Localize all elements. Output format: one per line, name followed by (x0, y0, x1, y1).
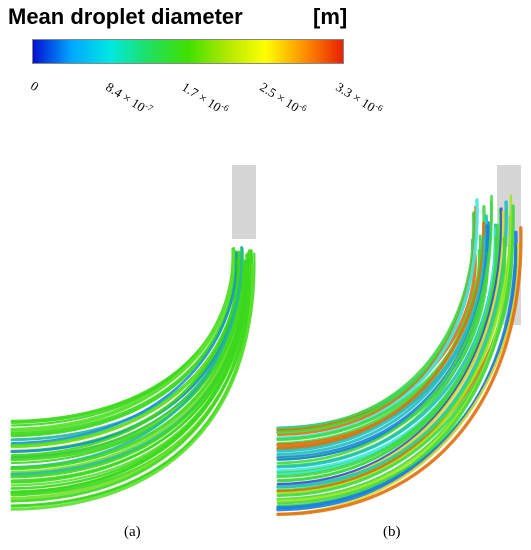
streamline (10, 249, 252, 495)
streamline (276, 242, 520, 516)
streamline (276, 226, 523, 517)
streamline (276, 207, 503, 486)
streamline (10, 248, 235, 433)
tick-label: 8.4 × 10-7 (103, 79, 155, 115)
streamline (276, 223, 499, 479)
legend-title: Mean droplet diameter (8, 4, 243, 29)
streamline (10, 262, 254, 511)
gray-wall-region (232, 165, 256, 239)
streamline (10, 249, 253, 503)
caption-a: (a) (124, 524, 141, 540)
streamline (10, 263, 246, 479)
streamline (10, 245, 243, 469)
streamline (276, 221, 486, 450)
streamline-panel-a (10, 165, 256, 511)
tick-label: 0 (28, 78, 42, 95)
tick-label: 1.7 × 10-6 (179, 79, 231, 115)
caption-b: (b) (383, 524, 401, 540)
tick-label: 2.5 × 10-6 (257, 79, 309, 115)
streamline (10, 250, 240, 457)
streamline (10, 251, 238, 445)
streamline (276, 211, 513, 503)
legend-unit: [m] (313, 4, 348, 29)
color-scale-bar (32, 39, 344, 64)
streamline (276, 214, 488, 457)
tick-label: 3.3 × 10-6 (333, 79, 385, 115)
streamline-panel-b (276, 165, 523, 517)
